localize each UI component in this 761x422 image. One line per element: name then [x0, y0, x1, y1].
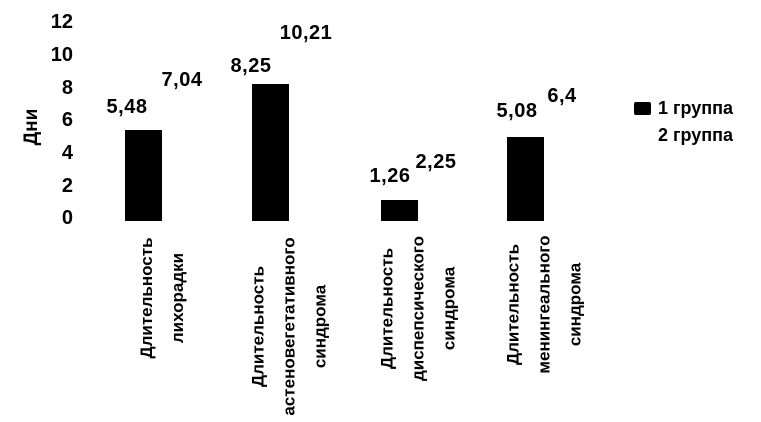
y-axis-tick: 4 [61, 142, 73, 164]
x-axis-label-line: Длительность [248, 265, 268, 388]
x-axis-label-meningeal: Длительность менингеального синдрома [498, 234, 591, 376]
y-axis-tick: 10 [50, 44, 73, 66]
legend-item-group1: 1 группа [634, 95, 733, 122]
x-axis-label-line: Длительность [503, 243, 523, 366]
bar-group2-asthenic [289, 52, 326, 221]
bar-group1-meningeal [507, 137, 544, 221]
bar-value-label: 5,48 [106, 96, 148, 118]
x-axis-label-asthenic: Длительность астеновегетативного синдром… [243, 234, 336, 420]
legend-item-group2: 2 группа [634, 122, 733, 149]
bar-value-label: 8,25 [230, 55, 272, 77]
bar-group1-dyspeptic [381, 200, 418, 221]
x-axis-label-line: Длительность [377, 247, 397, 370]
legend-swatch-group2-icon [634, 129, 651, 142]
x-axis-label-line: диспепсического [408, 235, 428, 382]
bar-group1-fever [125, 130, 162, 221]
legend-label-group2: 2 группа [658, 125, 734, 145]
bar-value-label: 5,08 [496, 100, 538, 122]
legend-swatch-group1-icon [634, 102, 651, 115]
bar-group2-dyspeptic [418, 184, 455, 221]
x-axis-label-line: лихорадки [168, 252, 187, 344]
bar-value-label: 6,4 [547, 85, 577, 107]
y-axis-tick: 8 [61, 77, 73, 99]
bar-group2-meningeal [544, 115, 581, 221]
x-axis-label-line: синдрома [565, 262, 585, 347]
y-axis-tick: 0 [61, 207, 73, 229]
x-axis-label-line: синдрома [439, 266, 459, 351]
x-axis-label-line: астеновегетативного [279, 237, 299, 416]
bar-group1-asthenic [252, 84, 289, 221]
x-axis-label-line: Длительность [137, 237, 156, 359]
y-axis-tick: 6 [61, 109, 73, 131]
bar-value-label: 7,04 [161, 69, 203, 91]
bar-value-label: 10,21 [279, 22, 333, 44]
x-axis-label-line: синдрома [310, 284, 330, 369]
x-axis-label-dyspeptic: Длительность диспепсического синдрома [372, 233, 465, 385]
bar-value-label: 1,26 [369, 165, 411, 187]
y-axis-tick: 12 [50, 11, 73, 33]
x-axis-label-fever: Длительность лихорадки [131, 233, 193, 363]
legend: 1 группа 2 группа [634, 95, 733, 149]
x-axis-label-line: менингеального [534, 235, 554, 374]
y-axis-tick: 2 [61, 175, 73, 197]
bar-group2-fever [162, 104, 199, 221]
bar-value-label: 2,25 [415, 151, 457, 173]
legend-label-group1: 1 группа [658, 98, 734, 118]
